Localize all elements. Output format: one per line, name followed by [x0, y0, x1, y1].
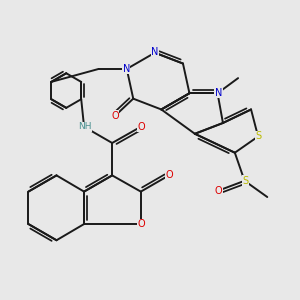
Text: O: O	[137, 122, 145, 132]
Text: O: O	[165, 170, 173, 180]
Text: O: O	[137, 219, 145, 229]
Text: N: N	[122, 64, 130, 74]
Text: NH: NH	[78, 122, 92, 131]
Text: O: O	[215, 185, 222, 196]
Text: O: O	[111, 111, 119, 121]
Text: S: S	[242, 176, 248, 186]
Text: S: S	[256, 131, 262, 142]
Text: N: N	[215, 88, 222, 98]
Text: N: N	[151, 47, 159, 57]
